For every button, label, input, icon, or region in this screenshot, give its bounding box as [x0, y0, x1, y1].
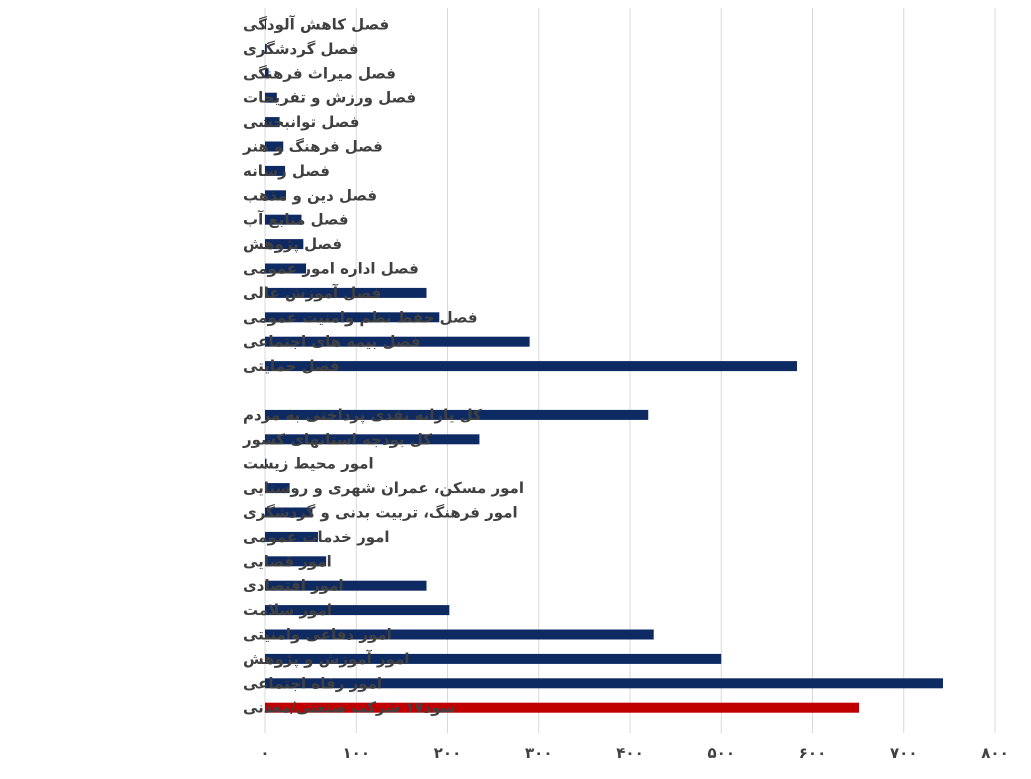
bar — [265, 678, 943, 689]
category-label: کل یارانه نقدی پرداختی به مردم — [243, 406, 482, 425]
bar — [265, 605, 450, 616]
bar — [265, 409, 649, 420]
bar — [265, 43, 267, 54]
bar — [265, 239, 304, 250]
bar — [265, 434, 480, 445]
bar — [265, 68, 269, 79]
category-label: سود۱۷ شرکت صنعتی/معدنی — [243, 699, 455, 717]
bar — [265, 336, 530, 347]
bar-highlighted — [265, 702, 860, 713]
bar — [265, 653, 722, 664]
x-tick-label: ۵۰۰ — [708, 744, 735, 762]
bar — [265, 531, 318, 542]
category-label: فصل فرهنگ و هنر — [242, 138, 383, 156]
x-tick-label: ۶۰۰ — [799, 744, 826, 762]
category-label: امور محیط زیست — [243, 455, 374, 473]
category-label: امور رفاه اجتماعی — [243, 674, 382, 692]
category-label: کل بودجه استانهای کشور — [242, 430, 432, 448]
bar — [265, 287, 427, 298]
category-label: فصل ورزش و تفریحات — [243, 89, 416, 107]
category-label: فصل بیمه های اجتماعی — [243, 333, 421, 351]
category-label: فصل حمایتی — [243, 357, 340, 375]
category-label: فصل آموزش عالی — [243, 284, 381, 302]
bar — [265, 19, 266, 30]
bar — [265, 507, 313, 518]
category-label: امور خدمات عمومی — [243, 528, 390, 546]
category-label: فصل میراث فرهنگی — [243, 64, 396, 82]
bar — [265, 141, 284, 152]
bar — [265, 361, 797, 372]
x-tick-label: ۳۰۰ — [525, 744, 552, 762]
category-label: امور سلامت — [243, 601, 332, 619]
category-label: فصل توانبخشی — [243, 113, 359, 131]
x-tick-label: ۴۰۰ — [616, 744, 643, 762]
category-label: امور مسکن، عمران شهری و روستایی — [243, 479, 524, 497]
bar — [265, 629, 654, 640]
category-label: امور آموزش و پژوهش — [243, 650, 410, 669]
bar — [265, 214, 302, 225]
x-tick-label: ۱۰۰ — [343, 744, 370, 762]
category-label: فصل دین و مذهب — [243, 186, 377, 204]
bar — [265, 92, 277, 103]
bar — [265, 263, 307, 274]
category-label: امور اقتصادی — [243, 577, 344, 595]
category-label: فصل حفظ نظم وامنیت عمومی — [243, 308, 478, 326]
category-label: فصل منابع آب — [243, 211, 349, 229]
x-tick-label: ۷۰۰ — [890, 744, 917, 762]
category-label: فصل اداره امور عمومی — [243, 260, 419, 278]
category-label: امور قضایی — [243, 552, 332, 570]
bar — [265, 190, 286, 201]
category-label: فصل گردشگری — [243, 40, 359, 58]
category-label: امور دفاعی وامنیتی — [243, 626, 392, 644]
x-tick-label: ۸۰۰ — [981, 744, 1008, 762]
bar — [265, 580, 427, 591]
x-tick-label: ۰ — [260, 744, 269, 762]
bar — [265, 165, 286, 176]
bar — [265, 458, 267, 469]
category-label: فصل پژوهش — [243, 235, 342, 254]
bar — [265, 312, 440, 323]
x-tick-label: ۲۰۰ — [434, 744, 461, 762]
category-label: امور فرهنگ، تربیت بدنی و گردشگری — [243, 504, 518, 522]
bar — [265, 117, 280, 128]
bar — [265, 483, 290, 494]
category-label: فصل کاهش آلودگی — [243, 16, 389, 34]
bar — [265, 556, 327, 567]
category-label: فصل رسانه — [243, 162, 330, 180]
